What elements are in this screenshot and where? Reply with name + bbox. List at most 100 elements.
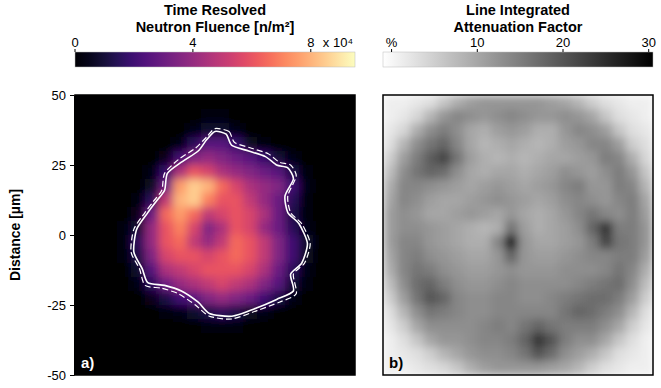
heatmap-cell [478, 291, 492, 306]
heatmap-cell [572, 123, 586, 138]
heatmap-cell [545, 291, 559, 306]
heatmap-cell [478, 165, 492, 180]
heatmap-cell [341, 305, 355, 320]
heatmap-cell [103, 165, 118, 180]
heatmap-cell [505, 249, 519, 264]
heatmap-cell [341, 137, 355, 152]
heatmap-cell [464, 95, 478, 110]
heatmap-cell [257, 193, 272, 208]
heatmap-cell [586, 207, 600, 222]
heatmap-cell [397, 277, 411, 292]
heatmap-cell [478, 249, 492, 264]
heatmap-cell [383, 95, 397, 110]
heatmap-cell [397, 221, 411, 236]
heatmap-cell [229, 291, 244, 306]
heatmap-cell [626, 207, 640, 222]
heatmap-cell [229, 235, 244, 250]
heatmap-cell [518, 165, 532, 180]
heatmap-cell [117, 109, 132, 124]
heatmap-cell [299, 207, 314, 222]
heatmap-cell [299, 109, 314, 124]
tick-mark [70, 95, 74, 96]
heatmap-cell [271, 221, 286, 236]
heatmap-cell [518, 347, 532, 362]
heatmap-cell [299, 291, 314, 306]
heatmap-cell [640, 179, 654, 194]
heatmap-cell [532, 347, 546, 362]
heatmap-cell [243, 221, 258, 236]
heatmap-cell [640, 193, 654, 208]
heatmap-cell [159, 207, 174, 222]
heatmap-cell [313, 137, 328, 152]
heatmap-cell [271, 319, 286, 334]
heatmap-cell [103, 221, 118, 236]
heatmap-cell [464, 347, 478, 362]
heatmap-cell [491, 305, 505, 320]
heatmap-cell [545, 123, 559, 138]
heatmap-cell [599, 361, 613, 375]
heatmap-cell [341, 361, 355, 375]
heatmap-cell [613, 151, 627, 166]
heatmap-cell [229, 333, 244, 348]
heatmap-cell [187, 361, 202, 375]
panel: Line IntegratedAttenuation Factor%102030… [383, 2, 656, 376]
heatmap-cell [89, 165, 104, 180]
heatmap-cell [285, 249, 300, 264]
heatmap-cell [341, 221, 355, 236]
heatmap-cell [257, 165, 272, 180]
contour [134, 131, 308, 316]
heatmap-cell [613, 277, 627, 292]
heatmap-cell [451, 151, 465, 166]
heatmap-cell [505, 95, 519, 110]
heatmap-cell [478, 305, 492, 320]
heatmap-cell [559, 305, 573, 320]
heatmap-cell [187, 319, 202, 334]
heatmap-cell [229, 319, 244, 334]
heatmap-cell [187, 109, 202, 124]
heatmap-cell [478, 193, 492, 208]
heatmap-cell [626, 179, 640, 194]
heatmap-cell [201, 319, 216, 334]
heatmap-cell [285, 319, 300, 334]
heatmap-cell [559, 95, 573, 110]
heatmap-cell [437, 193, 451, 208]
heatmap-cell [613, 361, 627, 375]
heatmap-cell [159, 305, 174, 320]
heatmap-cell [613, 137, 627, 152]
heatmap-cell [117, 207, 132, 222]
heatmap-cell [173, 123, 188, 138]
heatmap-cell [410, 277, 424, 292]
heatmap-cell [187, 165, 202, 180]
axis-line [70, 96, 75, 376]
heatmap-cell [478, 277, 492, 292]
heatmap-cell [532, 291, 546, 306]
heatmap-cell [410, 347, 424, 362]
heatmap-cell [545, 109, 559, 124]
heatmap-cell [89, 277, 104, 292]
heatmap-cell [491, 347, 505, 362]
heatmap-cell [299, 193, 314, 208]
heatmap-cell [451, 137, 465, 152]
heatmap-cell [285, 109, 300, 124]
heatmap-cell [215, 165, 230, 180]
heatmap-cell [341, 109, 355, 124]
heatmap-cell [424, 347, 438, 362]
heatmap-cell [626, 361, 640, 375]
heatmap-cell [572, 109, 586, 124]
heatmap-cell [271, 235, 286, 250]
heatmap-cell [451, 263, 465, 278]
heatmap-cell [451, 249, 465, 264]
heatmap-cell [572, 95, 586, 110]
heatmap-cell [187, 207, 202, 222]
heatmap-cell [103, 179, 118, 194]
heatmap-cell [271, 95, 286, 110]
heatmap-cell [559, 361, 573, 375]
heatmap-cell [383, 221, 397, 236]
heatmap-cell [75, 319, 90, 334]
heatmap-cells [383, 95, 653, 375]
heatmap-cell [559, 291, 573, 306]
y-axis: -50-2502550 [47, 88, 74, 383]
heatmap-cell [285, 305, 300, 320]
heatmap-cell [187, 263, 202, 278]
heatmap-cell [505, 109, 519, 124]
